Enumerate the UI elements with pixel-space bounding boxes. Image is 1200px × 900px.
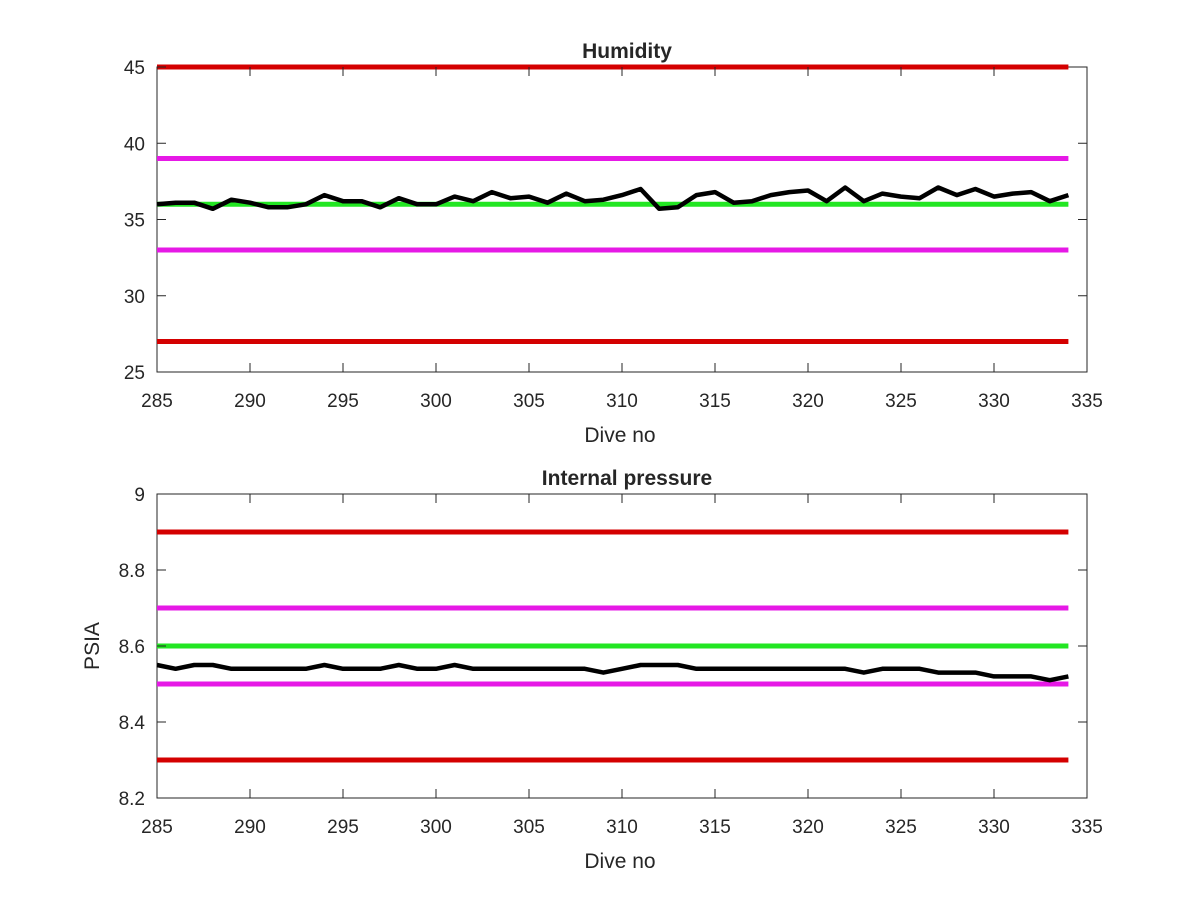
- y-tick-label: 8.2: [119, 789, 145, 810]
- x-tick-label: 330: [978, 817, 1010, 838]
- plot-area: [156, 66, 1088, 373]
- x-tick-label: 300: [420, 391, 452, 412]
- y-tick-label: 35: [124, 211, 145, 232]
- x-tick-label: 325: [885, 391, 917, 412]
- x-tick-label: 295: [327, 391, 359, 412]
- x-axis-label: Dive no: [584, 850, 655, 873]
- x-tick-label: 325: [885, 817, 917, 838]
- x-tick-label: 290: [234, 817, 266, 838]
- chart-title: Internal pressure: [542, 467, 712, 490]
- x-tick-label: 315: [699, 391, 731, 412]
- x-tick-label: 310: [606, 391, 638, 412]
- y-tick-label: 8.6: [119, 637, 145, 658]
- x-tick-label: 320: [792, 817, 824, 838]
- x-tick-label: 330: [978, 391, 1010, 412]
- x-tick-label: 305: [513, 817, 545, 838]
- chart-1: 285 290 295 300 305 310 315 320 325 330 335 25 30 35 4…: [124, 40, 1103, 447]
- x-tick-label: 285: [141, 391, 173, 412]
- x-tick-label: 335: [1071, 817, 1103, 838]
- y-tick-label: 25: [124, 363, 145, 384]
- y-tick-label: 8.4: [119, 713, 146, 734]
- y-tick-label: 40: [124, 134, 145, 155]
- y-tick-label: 8.8: [119, 561, 145, 582]
- x-tick-label: 335: [1071, 391, 1103, 412]
- y-tick-label: 30: [124, 287, 145, 308]
- data-series-line: [156, 185, 1070, 212]
- y-axis-label: PSIA: [81, 622, 104, 670]
- chart-2: 285 290 295 300 305 310 315 320 325 330 335 8.2 8.4 8…: [81, 467, 1103, 873]
- x-tick-label: 305: [513, 391, 545, 412]
- y-tick-label: 45: [124, 58, 145, 79]
- x-tick-label: 295: [327, 817, 359, 838]
- data-series-line: [156, 662, 1069, 683]
- chart-title: Humidity: [582, 40, 672, 63]
- x-tick-label: 315: [699, 817, 731, 838]
- y-tick-label: 9: [134, 485, 145, 506]
- x-tick-label: 310: [606, 817, 638, 838]
- x-tick-label: 285: [141, 817, 173, 838]
- x-axis-label: Dive no: [584, 424, 655, 447]
- x-tick-label: 320: [792, 391, 824, 412]
- x-tick-label: 290: [234, 391, 266, 412]
- x-tick-label: 300: [420, 817, 452, 838]
